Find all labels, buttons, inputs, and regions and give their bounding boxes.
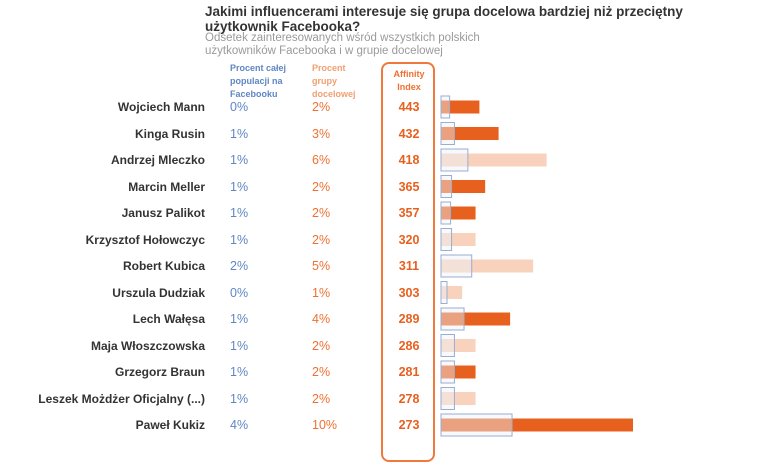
population-bar [440,201,452,225]
population-bar [440,228,453,251]
header-group: Procent grupy docelowej [312,63,356,99]
row-group: 2% [312,232,331,247]
row-group: 10% [312,418,338,432]
row-name: Marcin Meller [128,179,205,194]
population-bar [440,281,448,304]
table-row: Leszek Możdżer Oficjalny (...) 1% 2% 278 [0,386,763,412]
row-affinity: 432 [398,126,420,141]
row-population: 0% [230,285,249,300]
group-bar [441,286,463,299]
row-group: 2% [312,206,331,220]
row-name: Paweł Kukiz [135,418,205,432]
group-bar [441,233,476,246]
row-affinity: 320 [398,232,420,247]
table-row: Lech Wałęsa 1% 4% 289 [0,306,763,332]
table-row: Grzegorz Braun 1% 2% 281 [0,359,763,385]
population-bar [440,334,455,357]
row-affinity: 311 [398,259,420,273]
group-bar [441,259,534,273]
table-row: Maja Włoszczowska 1% 2% 286 [0,333,763,359]
row-population: 2% [230,259,249,273]
row-name: Wojciech Mann [117,100,205,114]
group-bar [441,127,499,140]
row-affinity: 443 [398,100,420,114]
row-population: 1% [230,338,249,353]
group-bar [441,392,476,405]
row-name: Andrzej Mleczko [110,153,205,167]
group-bar [441,339,476,352]
group-bar [441,418,633,432]
row-group: 2% [312,100,331,114]
bar-chart [440,95,633,437]
chart-subtitle: Odsetek zainteresowanych wśród wszystkic… [205,32,480,57]
table-row: Robert Kubica 2% 5% 311 [0,253,763,279]
row-group: 2% [312,179,331,194]
group-bar [441,206,476,220]
row-population: 1% [230,391,249,406]
table-row: Wojciech Mann 0% 2% 443 [0,94,763,120]
row-group: 5% [312,259,331,273]
row-population: 0% [230,100,249,114]
row-name: Grzegorz Braun [114,365,205,379]
row-affinity: 286 [398,338,420,353]
table-row: Paweł Kukiz 4% 10% 273 [0,412,763,438]
row-affinity: 281 [398,365,420,379]
row-population: 4% [230,418,249,432]
group-bar [441,100,480,114]
table-row: Kinga Rusin 1% 3% 432 [0,121,763,147]
row-population: 1% [230,153,249,167]
population-bar [440,254,473,278]
row-name: Robert Kubica [122,259,205,273]
table-row: Urszula Dudziak 0% 1% 303 [0,280,763,306]
row-name: Urszula Dudziak [112,285,205,300]
row-affinity: 289 [398,312,420,326]
table-row: Krzysztof Hołowczyc 1% 2% 320 [0,227,763,253]
population-bar [440,307,465,331]
table-row: Janusz Palikot 1% 2% 357 [0,200,763,226]
table-row: Marcin Meller 1% 2% 365 [0,174,763,200]
row-affinity: 365 [398,179,420,194]
row-name: Leszek Możdżer Oficjalny (...) [38,391,205,406]
header-affinity: Affinity Index [393,69,425,92]
row-name: Kinga Rusin [134,126,205,141]
population-bar [440,122,455,145]
row-group: 1% [312,285,331,300]
row-group: 3% [312,126,331,141]
row-group: 2% [312,365,331,379]
population-bar [440,413,513,437]
chart-title: Jakimi influencerami interesuje się grup… [205,4,683,34]
population-bar [440,95,451,119]
row-affinity: 303 [398,285,420,300]
row-population: 1% [230,126,249,141]
row-population: 1% [230,206,249,220]
table-row: Andrzej Mleczko 1% 6% 418 [0,147,763,173]
row-population: 1% [230,365,249,379]
population-bar [440,148,469,172]
row-name: Lech Wałęsa [132,312,205,326]
row-affinity: 357 [398,206,420,220]
row-name: Krzysztof Hołowczyc [85,232,205,247]
row-population: 1% [230,179,249,194]
row-group: 2% [312,391,331,406]
row-population: 1% [230,312,249,326]
row-name: Janusz Palikot [121,206,205,220]
row-affinity: 273 [398,418,420,432]
population-bar [440,387,455,410]
row-group: 6% [312,153,331,167]
row-group: 4% [312,312,331,326]
row-affinity: 278 [398,391,420,406]
row-name: Maja Włoszczowska [90,338,205,353]
group-bar [441,365,476,379]
row-affinity: 418 [398,153,420,167]
header-population: Procent całej populacji na Facebooku [230,63,287,99]
row-group: 2% [312,338,331,353]
group-bar [441,312,511,326]
population-bar [440,175,453,198]
row-population: 1% [230,232,249,247]
population-bar [440,360,455,384]
